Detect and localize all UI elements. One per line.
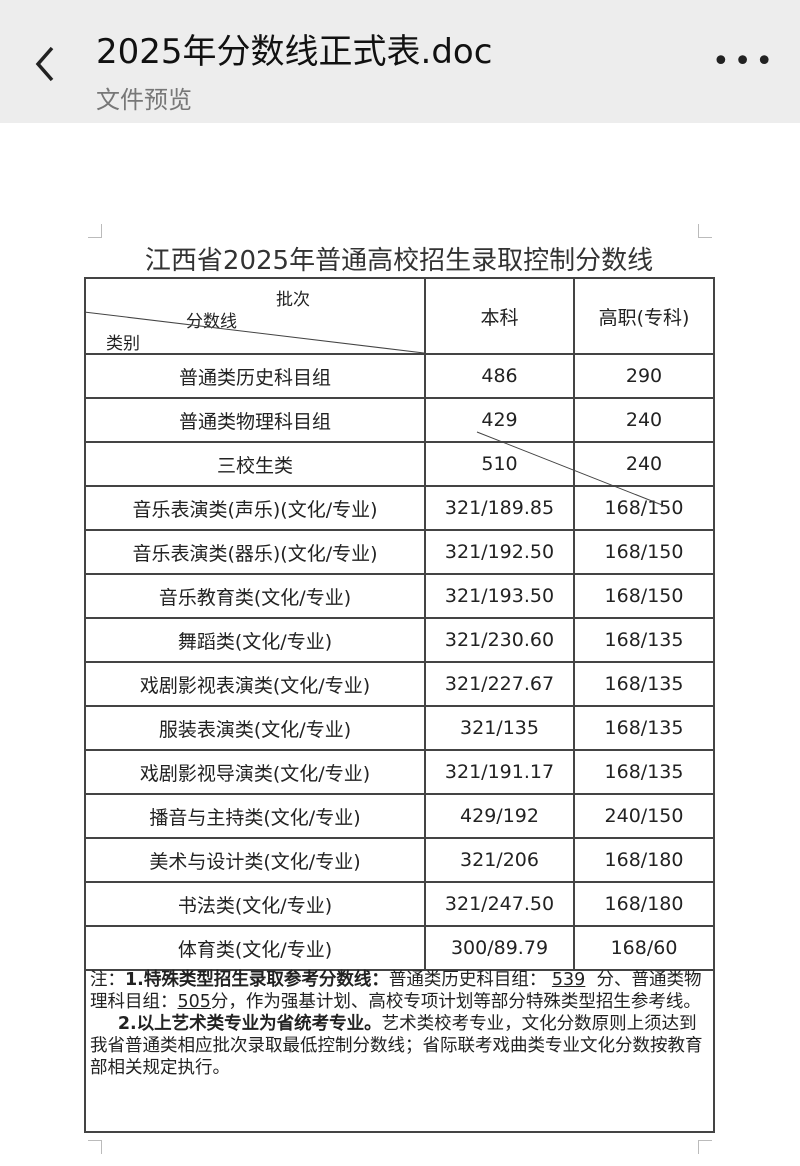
- note-text: 普通类历史科目组：: [388, 970, 547, 990]
- category-cell: 美术与设计类(文化/专业): [84, 837, 426, 883]
- header-category: 类别: [106, 334, 140, 354]
- vocational-score-cell: 168/135: [573, 749, 715, 795]
- vocational-score-cell: 240: [573, 397, 715, 443]
- undergraduate-score-cell: 321/135: [424, 705, 575, 751]
- category-cell: 普通类物理科目组: [84, 397, 426, 443]
- table-row: 美术与设计类(文化/专业) 321/206 168/180: [84, 837, 715, 883]
- top-bar: 2025年分数线正式表.doc 文件预览 •••: [0, 0, 800, 123]
- table-row: 普通类物理科目组 429 240: [84, 397, 715, 443]
- note-prefix: 注：: [90, 970, 125, 990]
- note-text: 分，作为强基计划、高校专项计划等部分特殊类型招生参考线。: [210, 992, 701, 1012]
- more-options-icon[interactable]: •••: [712, 44, 778, 79]
- category-cell: 普通类历史科目组: [84, 353, 426, 399]
- page-corner-mark: [698, 1140, 712, 1154]
- table-row: 音乐教育类(文化/专业) 321/193.50 168/150: [84, 573, 715, 619]
- table-row: 书法类(文化/专业) 321/247.50 168/180: [84, 881, 715, 927]
- note-1-heading: 1.特殊类型招生录取参考分数线：: [125, 970, 389, 990]
- table-row: 舞蹈类(文化/专业) 321/230.60 168/135: [84, 617, 715, 663]
- vocational-score-cell: 168/150: [573, 573, 715, 619]
- table-row: 戏剧影视表演类(文化/专业) 321/227.67 168/135: [84, 661, 715, 707]
- file-title: 2025年分数线正式表.doc: [96, 32, 493, 72]
- category-cell: 戏剧影视导演类(文化/专业): [84, 749, 426, 795]
- vocational-score-cell: 168/150: [573, 485, 715, 531]
- vocational-score-cell: 290: [573, 353, 715, 399]
- undergraduate-score-cell: 300/89.79: [424, 925, 575, 971]
- diagonal-header-cell: 批次 分数线 类别: [84, 277, 426, 355]
- vocational-score-cell: 240/150: [573, 793, 715, 839]
- table-row: 体育类(文化/专业) 300/89.79 168/60: [84, 925, 715, 971]
- category-cell: 音乐表演类(器乐)(文化/专业): [84, 529, 426, 575]
- category-cell: 播音与主持类(文化/专业): [84, 793, 426, 839]
- undergraduate-score-cell: 321/193.50: [424, 573, 575, 619]
- header-batch: 批次: [276, 290, 310, 310]
- category-cell: 戏剧影视表演类(文化/专业): [84, 661, 426, 707]
- physics-special-score: 505: [177, 992, 211, 1012]
- table-row: 音乐表演类(声乐)(文化/专业) 321/189.85 168/150: [84, 485, 715, 531]
- undergraduate-score-cell: 321/227.67: [424, 661, 575, 707]
- undergraduate-score-cell: 321/230.60: [424, 617, 575, 663]
- table-header-row: 批次 分数线 类别 本科 高职(专科): [84, 277, 715, 355]
- page-corner-mark: [88, 1140, 102, 1154]
- table-row: 普通类历史科目组 486 290: [84, 353, 715, 399]
- undergraduate-score-cell: 486: [424, 353, 575, 399]
- undergraduate-score-cell: 321/247.50: [424, 881, 575, 927]
- undergraduate-score-cell: 321/192.50: [424, 529, 575, 575]
- note-2-heading: 2.以上艺术类专业为省统考专业。: [117, 1014, 382, 1034]
- vocational-score-cell: 168/180: [573, 881, 715, 927]
- undergraduate-score-cell: 321/206: [424, 837, 575, 883]
- table-row: 三校生类 510 240: [84, 441, 715, 487]
- vocational-score-cell: 168/150: [573, 529, 715, 575]
- header-vocational: 高职(专科): [573, 277, 715, 355]
- category-cell: 服装表演类(文化/专业): [84, 705, 426, 751]
- table-row: 戏剧影视导演类(文化/专业) 321/191.17 168/135: [84, 749, 715, 795]
- vocational-score-cell: 168/60: [573, 925, 715, 971]
- document-title: 江西省2025年普通高校招生录取控制分数线: [144, 246, 654, 276]
- category-cell: 体育类(文化/专业): [84, 925, 426, 971]
- table-row: 服装表演类(文化/专业) 321/135 168/135: [84, 705, 715, 751]
- header-undergraduate: 本科: [424, 277, 575, 355]
- category-cell: 音乐表演类(声乐)(文化/专业): [84, 485, 426, 531]
- undergraduate-score-cell: 321/189.85: [424, 485, 575, 531]
- note-text: 艺术类校考专业，文化分数原则上须达到我省普通类相应批次录取最低控制分数线；省际联…: [90, 1014, 703, 1078]
- vocational-score-cell: 168/180: [573, 837, 715, 883]
- history-special-score: 539: [551, 970, 586, 990]
- undergraduate-score-cell: 321/191.17: [424, 749, 575, 795]
- undergraduate-score-cell: 429: [424, 397, 575, 443]
- note-box: 注：1.特殊类型招生录取参考分数线：普通类历史科目组： 539 分、普通类物理科…: [84, 967, 715, 1133]
- vocational-score-cell: 168/135: [573, 617, 715, 663]
- page-corner-mark: [88, 224, 102, 238]
- category-cell: 舞蹈类(文化/专业): [84, 617, 426, 663]
- table-row: 播音与主持类(文化/专业) 429/192 240/150: [84, 793, 715, 839]
- back-arrow-icon[interactable]: [30, 42, 60, 86]
- file-preview-label: 文件预览: [96, 86, 192, 114]
- vocational-score-cell: 240: [573, 441, 715, 487]
- header-score-line: 分数线: [186, 312, 237, 332]
- vocational-score-cell: 168/135: [573, 705, 715, 751]
- undergraduate-score-cell: 429/192: [424, 793, 575, 839]
- category-cell: 三校生类: [84, 441, 426, 487]
- vocational-score-cell: 168/135: [573, 661, 715, 707]
- category-cell: 音乐教育类(文化/专业): [84, 573, 426, 619]
- score-table: 批次 分数线 类别 本科 高职(专科) 普通类历史科目组 486 290 普通类物理科…: [84, 277, 715, 971]
- note-text: 分、普通类物理科目组：: [90, 970, 702, 1012]
- category-cell: 书法类(文化/专业): [84, 881, 426, 927]
- undergraduate-score-cell: 510: [424, 441, 575, 487]
- table-row: 音乐表演类(器乐)(文化/专业) 321/192.50 168/150: [84, 529, 715, 575]
- page-corner-mark: [698, 224, 712, 238]
